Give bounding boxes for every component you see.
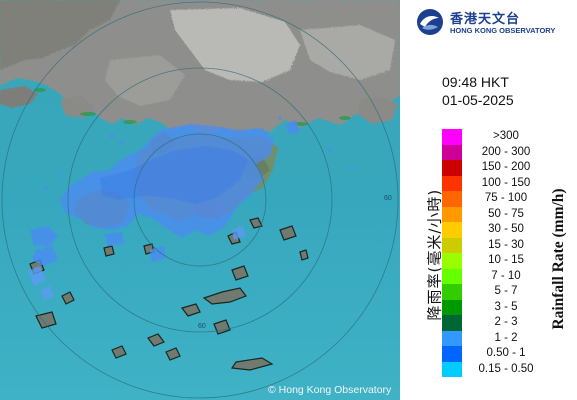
legend-swatch bbox=[442, 346, 462, 362]
legend-panel: 香港天文台 HONG KONG OBSERVATORY 09:48 HKT 01… bbox=[400, 0, 577, 400]
legend-title-en: Rainfall Rate (mm/h) bbox=[550, 188, 567, 330]
legend-item-label: >300 bbox=[493, 130, 519, 142]
rain-echo-dots bbox=[44, 116, 354, 190]
legend-color-bar bbox=[442, 129, 462, 377]
legend-swatch bbox=[442, 315, 462, 331]
legend-swatch bbox=[442, 330, 462, 346]
legend-swatch bbox=[442, 253, 462, 269]
range-ring-label-south: 60 bbox=[198, 323, 206, 330]
legend-title-cn: 降雨率(毫米/小時) bbox=[425, 188, 444, 321]
legend-item-label: 5 - 7 bbox=[494, 285, 518, 297]
legend-swatch bbox=[442, 160, 462, 176]
legend-item-label: 2 - 3 bbox=[494, 316, 518, 328]
legend-item-label: 50 - 75 bbox=[488, 207, 524, 220]
legend-swatch bbox=[442, 284, 462, 300]
legend-item-label: 1 - 2 bbox=[494, 331, 518, 344]
legend-swatch bbox=[442, 175, 462, 191]
legend-item-label: 100 - 150 bbox=[481, 176, 531, 189]
outlying-islands bbox=[29, 217, 309, 371]
legend-swatch bbox=[442, 144, 462, 160]
range-rings bbox=[1, 1, 399, 399]
legend-swatch bbox=[442, 268, 462, 284]
legend-swatch bbox=[442, 206, 462, 222]
legend-swatch bbox=[442, 129, 462, 145]
rain-echoes bbox=[28, 120, 300, 300]
legend-item-label: 0.50 - 1 bbox=[486, 347, 526, 359]
legend-swatch bbox=[442, 299, 462, 315]
legend-item-label: 200 - 300 bbox=[481, 145, 531, 158]
observatory-emblem-icon bbox=[417, 9, 443, 35]
legend-item-label: 75 - 100 bbox=[484, 192, 528, 204]
legend-item-label: 0.15 - 0.50 bbox=[478, 362, 534, 375]
range-ring-label: 60 bbox=[384, 195, 392, 202]
radar-map: 60 60 bbox=[0, 0, 400, 400]
org-name-en: HONG KONG OBSERVATORY bbox=[450, 26, 556, 35]
legend-swatch bbox=[442, 191, 462, 207]
legend-item-label: 3 - 5 bbox=[494, 300, 518, 313]
observation-time: 09:48 HKT bbox=[442, 74, 509, 90]
copyright-text: © Hong Kong Observatory bbox=[268, 384, 392, 396]
legend-swatch bbox=[442, 361, 462, 377]
observatory-logo: 香港天文台 HONG KONG OBSERVATORY bbox=[416, 6, 576, 40]
legend-item-label: 150 - 200 bbox=[481, 161, 531, 173]
observation-date: 01-05-2025 bbox=[442, 92, 514, 108]
legend-labels: >300 200 - 300 150 - 200 100 - 150 75 - 100 5… bbox=[462, 129, 550, 377]
legend-item-label: 10 - 15 bbox=[488, 254, 524, 266]
org-name-cn: 香港天文台 bbox=[450, 12, 521, 27]
legend-item-label: 15 - 30 bbox=[488, 238, 524, 251]
legend-item-label: 30 - 50 bbox=[488, 223, 524, 235]
legend-swatch bbox=[442, 237, 462, 253]
legend-item-label: 7 - 10 bbox=[491, 269, 521, 282]
legend-swatch bbox=[442, 222, 462, 238]
